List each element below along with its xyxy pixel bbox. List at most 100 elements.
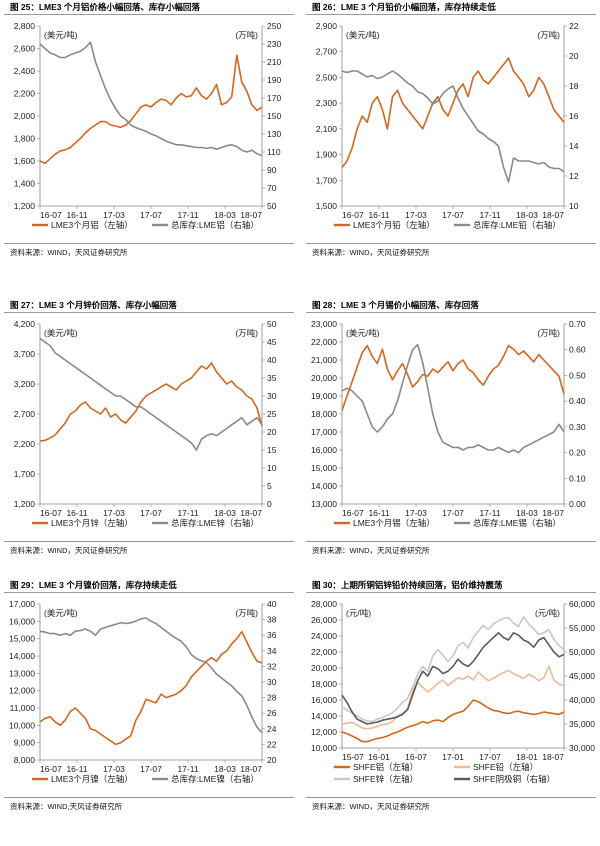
left-tick-label: 2,700: [316, 47, 338, 57]
footer-rule: [4, 243, 294, 244]
title-rule: [4, 592, 294, 593]
right-tick-label: 10: [569, 201, 579, 211]
left-tick-label: 2,700: [14, 409, 36, 419]
x-tick-label: 18-07: [542, 210, 564, 220]
x-tick-label: 16-07: [40, 764, 62, 774]
right-tick-label: 110: [267, 147, 281, 157]
series-line-1: [341, 343, 565, 454]
footer-rule: [4, 797, 294, 798]
line-chart: 13,000 14,000 15,000 16,000 17,000 18,000 19,0…: [311, 319, 586, 528]
x-tick-label: 18-03: [214, 210, 236, 220]
right-tick-label: 70: [267, 183, 277, 193]
legend-label: SHFE锌（左轴）: [353, 774, 418, 784]
right-tick-label: 0.60: [569, 345, 586, 355]
legend-label: SHFE铝（左轴）: [353, 762, 418, 772]
x-tick-label: 17-03: [405, 508, 427, 518]
figure-title: 图 30：上期所铜铝锌铅价持续回落，铝价维持震荡: [312, 580, 503, 590]
left-tick-label: 14,000: [9, 651, 35, 661]
series-line-0: [39, 362, 263, 442]
chart-panel-1: 图 26：LME 3 个月铅价小幅回落，库存持续走低 1,500 1,700 1,9…: [306, 0, 596, 268]
chart-panel-5: 图 30：上期所铜铝锌铅价持续回落，铝价维持震荡 10,000 12,000 14,…: [306, 578, 596, 846]
title-rule: [306, 592, 596, 593]
right-tick-label: 20: [267, 427, 277, 437]
x-tick-label: 18-07: [542, 752, 564, 762]
left-tick-label: 2,800: [14, 21, 36, 31]
legend-label: 总库存:LME铝（右轴）: [171, 220, 259, 230]
right-tick-label: 210: [267, 57, 281, 67]
x-tick-label: 17-07: [140, 508, 162, 518]
legend-label: LME3个月铅（左轴）: [353, 220, 435, 230]
right-tick-label: 40: [267, 599, 277, 609]
x-tick-label: 16-01: [368, 752, 390, 762]
right-tick-label: 34: [267, 646, 277, 656]
right-tick-label: 55,000: [569, 623, 595, 633]
left-tick-label: 17,000: [9, 599, 35, 609]
legend-label: LME3个月锡（左轴）: [353, 518, 435, 528]
source-note: 资料来源：WIND，天风证券研究所: [312, 546, 430, 555]
figure-title: 图 25：LME3 个月铝价格小幅回落、库存小幅回落: [10, 2, 200, 12]
right-tick-label: 130: [267, 129, 281, 139]
right-tick-label: 230: [267, 39, 281, 49]
right-unit-label: (元/吨): [535, 608, 560, 618]
left-tick-label: 15,000: [9, 634, 35, 644]
x-tick-label: 17-03: [103, 210, 125, 220]
left-tick-label: 15,000: [311, 463, 337, 473]
right-tick-label: 16: [569, 111, 579, 121]
right-unit-label: (万吨): [537, 328, 560, 338]
left-tick-label: 20,000: [311, 663, 337, 673]
line-chart: 1,200 1,700 2,200 2,700 3,200 3,700 4,200 0 5 10 1…: [14, 319, 277, 528]
source-note: 资料来源：WIND，天风证券研究所: [10, 546, 128, 555]
legend-label: SHFE铅（左轴）: [473, 762, 538, 772]
legend-label: LME3个月锌（左轴）: [51, 518, 133, 528]
left-tick-label: 8,000: [14, 755, 36, 765]
x-tick-label: 18-07: [240, 210, 262, 220]
legend-label: 总库存:LME锡（右轴）: [473, 518, 561, 528]
right-tick-label: 45,000: [569, 671, 595, 681]
left-tick-label: 26,000: [311, 615, 337, 625]
left-tick-label: 2,100: [316, 124, 338, 134]
series-line-1: [39, 41, 263, 157]
x-tick-label: 18-07: [542, 508, 564, 518]
left-tick-label: 1,700: [14, 469, 36, 479]
left-tick-label: 18,000: [311, 409, 337, 419]
right-tick-label: 35,000: [569, 719, 595, 729]
x-tick-label: 17-07: [479, 752, 501, 762]
series-line-1: [39, 617, 263, 734]
left-tick-label: 17,000: [311, 427, 337, 437]
right-tick-label: 35: [267, 373, 277, 383]
right-tick-label: 26: [267, 708, 277, 718]
left-tick-label: 16,000: [311, 695, 337, 705]
left-tick-label: 12,000: [311, 727, 337, 737]
figure-title: 图 27：LME 3 个月锌价回落、库存小幅回落: [10, 300, 177, 310]
right-tick-label: 30,000: [569, 743, 595, 753]
left-tick-label: 1,800: [14, 134, 36, 144]
footer-rule: [306, 797, 596, 798]
right-tick-label: 250: [267, 21, 281, 31]
left-tick-label: 20,000: [311, 373, 337, 383]
series-line-0: [341, 57, 565, 168]
title-rule: [306, 312, 596, 313]
right-unit-label: (万吨): [235, 608, 258, 618]
legend-label: 总库存:LME铅（右轴）: [473, 220, 561, 230]
left-tick-label: 16,000: [9, 616, 35, 626]
left-tick-label: 11,000: [10, 703, 36, 713]
x-tick-label: 18-03: [214, 764, 236, 774]
right-tick-label: 40,000: [569, 695, 595, 705]
x-tick-label: 17-11: [177, 764, 198, 774]
right-tick-label: 28: [267, 693, 277, 703]
right-tick-label: 0.20: [569, 448, 586, 458]
left-tick-label: 1,400: [14, 179, 36, 189]
x-tick-label: 18-03: [516, 210, 538, 220]
x-tick-label: 18-03: [214, 508, 236, 518]
x-tick-label: 16-11: [368, 508, 389, 518]
x-tick-label: 16-07: [40, 508, 62, 518]
x-tick-label: 16-07: [405, 752, 427, 762]
left-tick-label: 21,000: [311, 355, 337, 365]
x-tick-label: 18-07: [240, 764, 262, 774]
left-tick-label: 10,000: [9, 720, 35, 730]
x-tick-label: 16-07: [40, 210, 62, 220]
x-tick-label: 16-07: [342, 508, 364, 518]
x-tick-label: 18-03: [516, 508, 538, 518]
left-tick-label: 23,000: [311, 319, 337, 329]
title-rule: [4, 14, 294, 15]
